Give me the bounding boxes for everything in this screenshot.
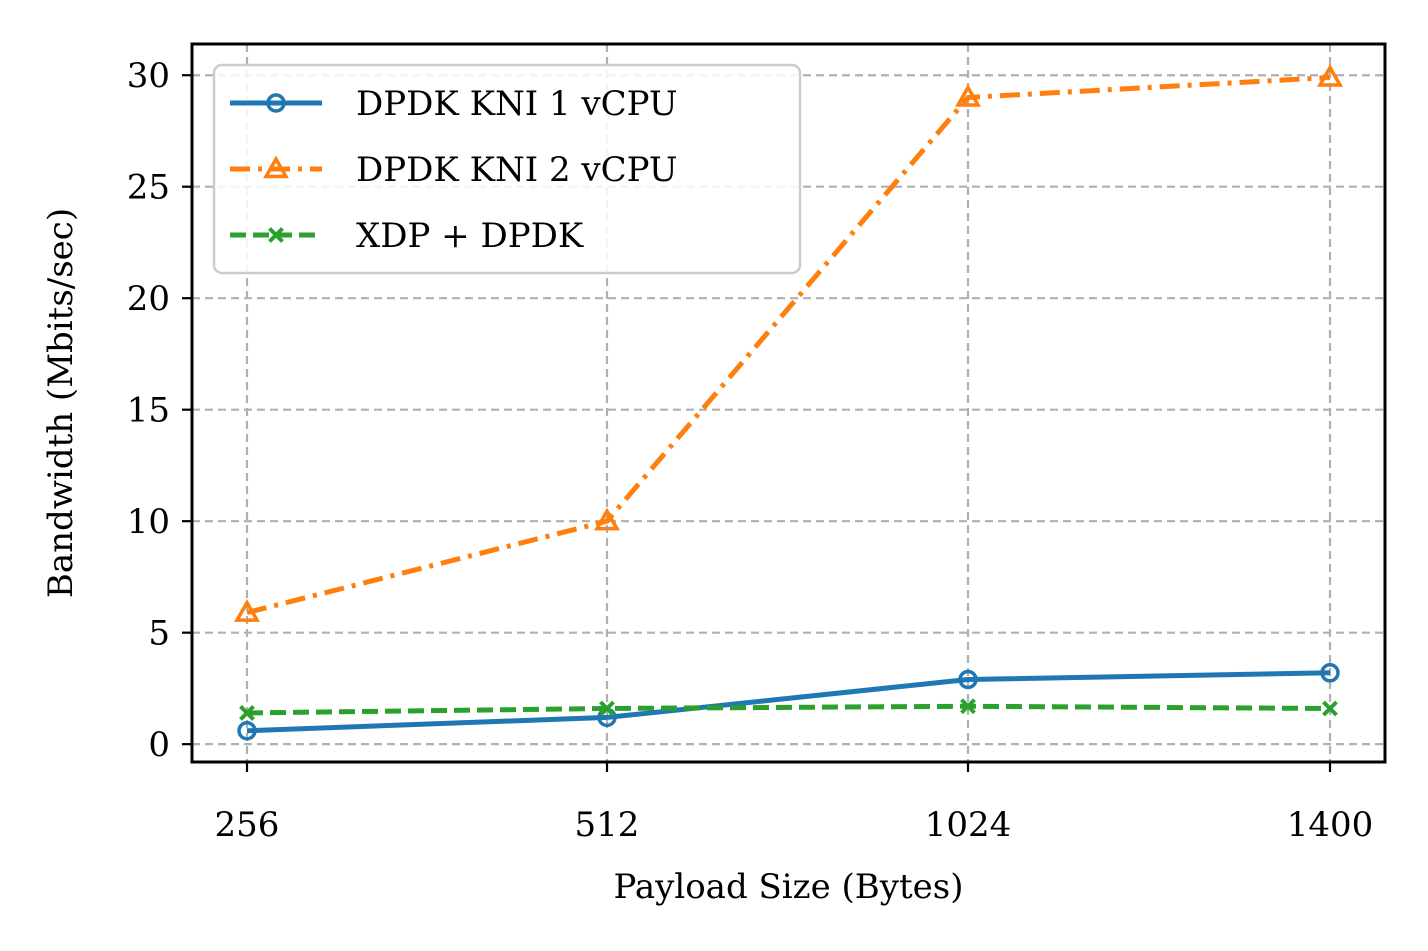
- y-tick-label: 10: [127, 502, 170, 542]
- y-tick-label: 25: [127, 168, 170, 208]
- legend-marker: [266, 93, 286, 113]
- series-line: [246, 74, 1331, 616]
- legend-box: [212, 63, 802, 275]
- x-tick-label: 1024: [925, 805, 1012, 845]
- legend-entry: DPDK KNI 2 vCPU: [230, 150, 678, 190]
- y-tick-label: 15: [127, 391, 170, 431]
- y-axis-title: Bandwidth (Mbits/sec): [41, 208, 81, 598]
- data-point: [954, 83, 982, 107]
- data-point: [1316, 63, 1344, 87]
- y-tick-label: 5: [148, 614, 170, 654]
- x-axis-title: Payload Size (Bytes): [614, 867, 964, 907]
- y-tick-label: 0: [148, 725, 170, 765]
- x-tick-label: 1400: [1287, 805, 1374, 845]
- plot-area-frame: [190, 42, 1387, 764]
- legend-marker: [262, 155, 290, 179]
- data-point: [593, 507, 621, 531]
- series-line: [246, 670, 1331, 734]
- legend: DPDK KNI 1 vCPU DPDK KNI 2 vCPU XDP + DPDK: [212, 63, 802, 275]
- x-tick-label: 256: [215, 805, 280, 845]
- data-point: [233, 599, 261, 622]
- axis-ticks: 256 512 1024 1400 0 5 10 15 20 25 30: [127, 56, 1374, 845]
- series-line: [246, 703, 1331, 716]
- series-triangle: [233, 63, 1344, 622]
- y-tick-label: 30: [127, 56, 170, 96]
- legend-entry: XDP + DPDK: [230, 216, 584, 256]
- legend-marker: [268, 227, 284, 243]
- data-point: [239, 705, 255, 721]
- legend-label: DPDK KNI 2 vCPU: [356, 150, 678, 190]
- data-point: [958, 669, 978, 690]
- legend-label: DPDK KNI 1 vCPU: [356, 84, 678, 124]
- series-layer: [233, 63, 1344, 741]
- series-x: [239, 698, 1338, 721]
- data-point: [1322, 700, 1338, 717]
- legend-entry: DPDK KNI 1 vCPU: [230, 84, 678, 124]
- data-point: [237, 721, 257, 741]
- data-point: [599, 700, 615, 717]
- data-point: [1320, 663, 1340, 683]
- series-circle: [237, 663, 1340, 741]
- data-point: [960, 698, 976, 715]
- legend-label: XDP + DPDK: [356, 216, 584, 256]
- x-tick-label: 512: [575, 805, 640, 845]
- y-tick-label: 20: [127, 279, 170, 319]
